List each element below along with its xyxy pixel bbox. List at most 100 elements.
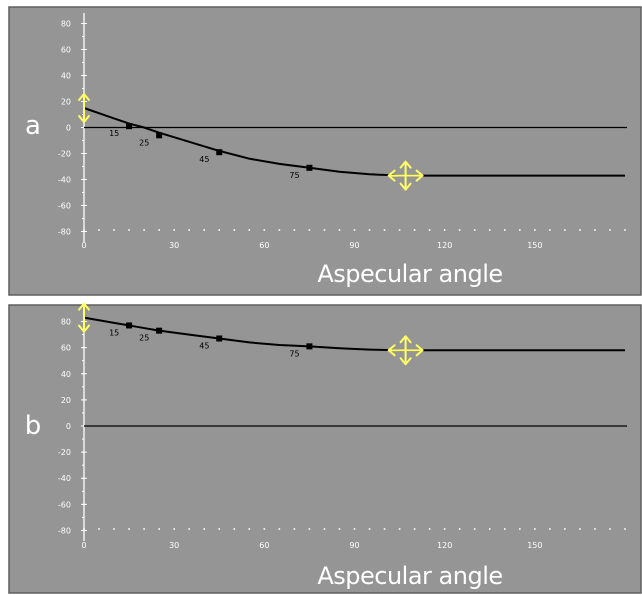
x-tick: [488, 528, 491, 530]
y-tick-label: -20: [58, 150, 71, 159]
x-tick-label: 90: [349, 241, 359, 250]
x-tick: [323, 528, 326, 530]
x-tick-label: 90: [349, 541, 359, 550]
x-tick: [503, 229, 506, 231]
data-point-marker: [306, 343, 313, 350]
panel-border: [8, 304, 642, 594]
x-tick: [609, 229, 611, 231]
x-tick-label: 150: [527, 241, 542, 250]
x-tick: [609, 528, 611, 530]
data-point-marker: [306, 164, 313, 171]
data-point-marker: [156, 132, 163, 139]
x-tick-label: 60: [259, 241, 269, 250]
handle-arrow-shape: [387, 160, 424, 191]
x-tick-label: 0: [81, 541, 86, 550]
data-point-marker: [216, 149, 223, 156]
handle-arrow-shape: [78, 93, 90, 123]
x-tick: [383, 528, 386, 530]
x-tick: [218, 229, 221, 231]
x-tick-label: 30: [169, 541, 179, 550]
y-tick-label: -80: [58, 526, 71, 535]
x-tick: [293, 229, 296, 231]
data-point-label: 15: [109, 328, 119, 337]
x-tick: [128, 528, 130, 530]
x-tick: [443, 229, 446, 231]
y-tick-label: -40: [58, 474, 71, 483]
x-tick: [278, 229, 281, 231]
x-tick: [233, 229, 236, 231]
x-tick: [398, 528, 401, 530]
x-tick: [128, 229, 130, 231]
x-tick: [503, 528, 506, 530]
x-tick: [534, 229, 536, 231]
y-tick-label: 40: [61, 370, 71, 379]
x-tick: [413, 528, 416, 530]
y-tick-label: -60: [58, 500, 71, 509]
x-tick: [143, 528, 145, 530]
x-tick: [473, 528, 476, 530]
x-tick: [203, 528, 206, 530]
data-point-label: 45: [199, 155, 209, 164]
panel-background: [9, 7, 641, 295]
x-tick: [248, 229, 251, 231]
x-tick: [458, 229, 461, 231]
y-tick-label: 0: [66, 124, 71, 133]
vertical-double-arrow-icon[interactable]: [78, 93, 90, 123]
x-tick: [564, 528, 566, 530]
panel-b: 80 60 40 20 0 -20 -40 -60 -80 0 30 60 90 120 150 15 25 45…: [8, 302, 642, 594]
y-tick-label: 60: [61, 344, 71, 353]
data-point-marker: [126, 123, 133, 130]
y-tick-label: 40: [61, 72, 71, 81]
handle-arrow-shape: [78, 302, 90, 333]
x-tick-label: 120: [437, 241, 452, 250]
x-tick: [428, 528, 431, 530]
four-way-arrow-icon[interactable]: [387, 160, 424, 191]
vertical-double-arrow-icon[interactable]: [78, 302, 90, 333]
data-point-label: 25: [139, 334, 149, 343]
x-tick: [443, 528, 446, 530]
data-point-marker: [216, 335, 223, 342]
x-tick-label: 0: [81, 241, 86, 250]
four-way-arrow-icon[interactable]: [387, 335, 424, 366]
x-tick: [173, 229, 175, 231]
panel-a: 80 60 40 20 0 -20 -40 -60 -80 0 30 60 90 120 150 15 25 45…: [8, 6, 642, 296]
x-tick: [594, 229, 596, 231]
x-tick: [338, 229, 341, 231]
x-tick: [353, 229, 356, 231]
x-tick-label: 150: [527, 541, 542, 550]
x-tick: [113, 528, 115, 530]
x-tick: [564, 229, 566, 231]
x-tick: [218, 528, 221, 530]
y-tick-label: 20: [61, 396, 71, 405]
data-point-label: 45: [199, 342, 209, 351]
x-tick: [624, 229, 626, 231]
x-tick: [519, 528, 521, 530]
x-tick: [398, 229, 401, 231]
panel-background: [9, 305, 641, 593]
panel-letter: a: [25, 111, 41, 141]
x-tick: [98, 528, 100, 530]
x-tick: [353, 528, 356, 530]
x-tick: [158, 528, 160, 530]
x-tick: [293, 528, 296, 530]
x-tick: [383, 229, 386, 231]
y-tick-label: 80: [61, 20, 71, 29]
y-tick-label: -40: [58, 176, 71, 185]
y-tick-label: 80: [61, 318, 71, 327]
y-tick-label: -20: [58, 448, 71, 457]
data-point-label: 75: [289, 349, 299, 358]
x-tick: [488, 229, 491, 231]
x-tick: [413, 229, 416, 231]
x-tick: [143, 229, 145, 231]
x-tick: [458, 528, 461, 530]
x-tick: [579, 528, 581, 530]
y-tick-label: -60: [58, 202, 71, 211]
x-tick-label: 30: [169, 241, 179, 250]
x-tick: [308, 528, 311, 530]
handle-arrow-shape: [387, 335, 424, 366]
data-point-marker: [126, 322, 133, 329]
x-tick: [323, 229, 326, 231]
x-tick: [98, 229, 100, 231]
x-tick: [308, 229, 311, 231]
